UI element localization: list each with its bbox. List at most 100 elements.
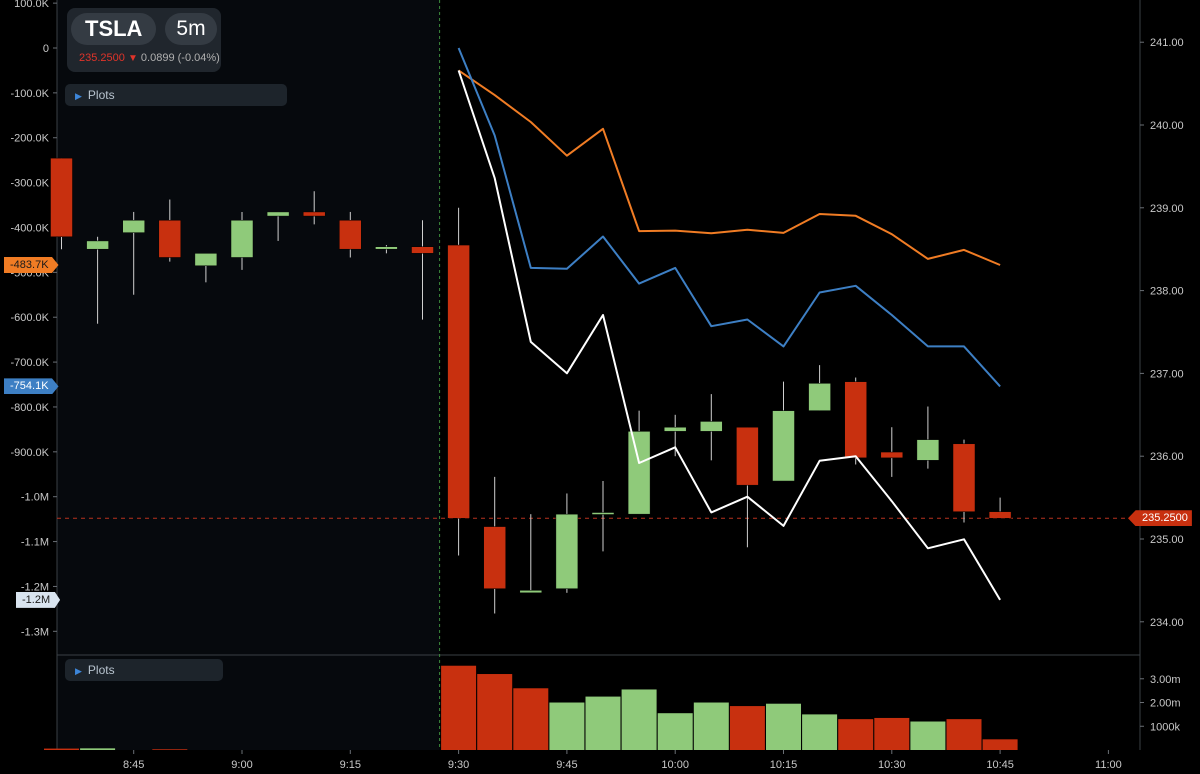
quote-line: 235.2500 ▼ 0.0899 (-0.04%) bbox=[79, 52, 220, 64]
time-axis-tick-label: 11:00 bbox=[1095, 759, 1122, 771]
left-axis-tick-label: 0 bbox=[43, 43, 49, 55]
volume-bar bbox=[80, 748, 116, 750]
volume-bar bbox=[946, 719, 982, 750]
candle-body bbox=[375, 246, 398, 250]
right-axis-tick-label: 237.00 bbox=[1150, 368, 1184, 380]
volume-bar bbox=[729, 706, 765, 750]
volume-bars bbox=[44, 665, 1018, 750]
candle-body bbox=[627, 431, 651, 515]
left-axis-tick-label: -100.0K bbox=[10, 88, 49, 100]
volume-bar bbox=[44, 748, 79, 750]
candle-body bbox=[50, 157, 73, 238]
volume-bar bbox=[693, 702, 729, 750]
left-axis-tick-label: -400.0K bbox=[10, 222, 49, 234]
interval-selector[interactable]: 5m bbox=[165, 13, 217, 45]
last-price-tag: 235.2500 bbox=[1128, 510, 1192, 527]
volume-axis-ticks: 3.00m 2.00m 1000k bbox=[1140, 674, 1181, 733]
candle-body bbox=[158, 219, 182, 258]
time-axis-tick-label: 9:00 bbox=[231, 759, 252, 771]
expand-triangle-icon: ▶ bbox=[75, 91, 82, 101]
candle-body bbox=[591, 512, 615, 515]
candle-body bbox=[736, 426, 759, 486]
candle-body bbox=[519, 590, 543, 594]
candle-body bbox=[302, 211, 326, 217]
candle-body bbox=[700, 421, 723, 432]
candle-body bbox=[230, 219, 254, 258]
left-axis-tick-label: -300.0K bbox=[10, 178, 49, 190]
left-axis-tick-label: 100.0K bbox=[14, 0, 50, 10]
volume-bar bbox=[910, 721, 946, 750]
last-price: 235.2500 bbox=[79, 52, 125, 64]
candle-body bbox=[483, 526, 506, 589]
expand-triangle-icon: ▶ bbox=[75, 666, 82, 676]
candle-body bbox=[86, 240, 109, 250]
price-change: 0.0899 (-0.04%) bbox=[140, 52, 220, 64]
candle-body bbox=[916, 439, 940, 461]
left-axis-tick-label: -200.0K bbox=[10, 133, 49, 145]
symbol-label[interactable]: TSLA bbox=[71, 13, 157, 45]
blue-line-value-tag: -754.1K bbox=[4, 378, 59, 395]
candle-body bbox=[952, 443, 976, 512]
candle-body bbox=[844, 381, 867, 459]
volume-bar bbox=[513, 688, 549, 750]
candle-body bbox=[555, 513, 579, 589]
blue-indicator-line bbox=[457, 47, 1001, 388]
candle-body bbox=[339, 219, 362, 250]
right-axis-tick-label: 241.00 bbox=[1150, 37, 1184, 49]
candle-body bbox=[880, 451, 904, 459]
time-axis-tick-label: 10:15 bbox=[770, 759, 798, 771]
left-axis-tick-label: -700.0K bbox=[10, 357, 49, 369]
candle-body bbox=[266, 211, 290, 217]
volume-bar bbox=[621, 689, 657, 750]
time-axis-tick-label: 10:45 bbox=[986, 759, 1014, 771]
right-axis-tick-label: 238.00 bbox=[1150, 286, 1184, 298]
volume-bar bbox=[802, 714, 838, 750]
time-axis-tick-label: 8:45 bbox=[123, 759, 144, 771]
left-axis-tick-label: -600.0K bbox=[10, 312, 49, 324]
plots-toggle-bottom[interactable]: ▶ Plots bbox=[65, 659, 223, 681]
volume-bar bbox=[441, 665, 477, 750]
time-axis-tick-label: 10:00 bbox=[661, 759, 689, 771]
down-arrow-icon: ▼ bbox=[127, 53, 138, 64]
candle-body bbox=[808, 383, 831, 411]
left-axis-tick-label: -1.2M bbox=[21, 581, 49, 593]
price-candles bbox=[50, 157, 1012, 614]
time-axis-tick-label: 9:45 bbox=[556, 759, 577, 771]
candle-body bbox=[988, 511, 1012, 519]
candle-body bbox=[194, 253, 218, 267]
left-axis-tick-label: -1.0M bbox=[21, 492, 49, 504]
symbol-header: TSLA 5m 235.2500 ▼ 0.0899 (-0.04%) bbox=[67, 8, 221, 72]
right-axis-tick-label: 235.00 bbox=[1150, 534, 1184, 546]
left-axis-tick-label: -1.3M bbox=[21, 626, 49, 638]
plots-label: Plots bbox=[87, 663, 115, 677]
left-axis-tick-label: -1.1M bbox=[21, 537, 49, 549]
white-line-value-tag: -1.2M bbox=[16, 591, 61, 608]
volume-bar bbox=[766, 703, 801, 750]
right-axis-tick-label: 240.00 bbox=[1150, 120, 1184, 132]
right-axis-ticks: 234.00 235.00 236.00 237.00 238.00 239.00 240.… bbox=[1140, 37, 1184, 629]
plots-label: Plots bbox=[87, 88, 115, 102]
candle-body bbox=[447, 244, 470, 519]
right-axis-tick-label: 234.00 bbox=[1150, 617, 1184, 629]
left-axis-tick-label: -900.0K bbox=[10, 447, 49, 459]
candle-body bbox=[411, 246, 434, 254]
orange-line-value-tag: -483.7K bbox=[4, 257, 59, 274]
right-axis-tick-label: 236.00 bbox=[1150, 451, 1184, 463]
volume-bar bbox=[657, 713, 693, 750]
orange-indicator-line bbox=[458, 69, 1001, 266]
volume-axis-tick-label: 1000k bbox=[1150, 721, 1180, 733]
volume-bar bbox=[549, 702, 585, 750]
time-axis-ticks: 8:45 9:00 9:15 9:30 9:45 10:00 10:15 10:30 10:45… bbox=[123, 750, 1122, 771]
left-axis-tick-label: -800.0K bbox=[10, 402, 49, 414]
white-indicator-line bbox=[457, 70, 1001, 601]
time-axis-tick-label: 9:30 bbox=[448, 759, 469, 771]
candle-body bbox=[772, 410, 795, 482]
candle-body bbox=[122, 219, 145, 233]
plots-toggle-top[interactable]: ▶ Plots bbox=[65, 84, 287, 106]
premarket-shading bbox=[57, 0, 440, 750]
time-axis-tick-label: 10:30 bbox=[878, 759, 906, 771]
volume-bar bbox=[585, 696, 621, 750]
right-axis-tick-label: 239.00 bbox=[1150, 203, 1184, 215]
volume-bar bbox=[152, 749, 188, 750]
